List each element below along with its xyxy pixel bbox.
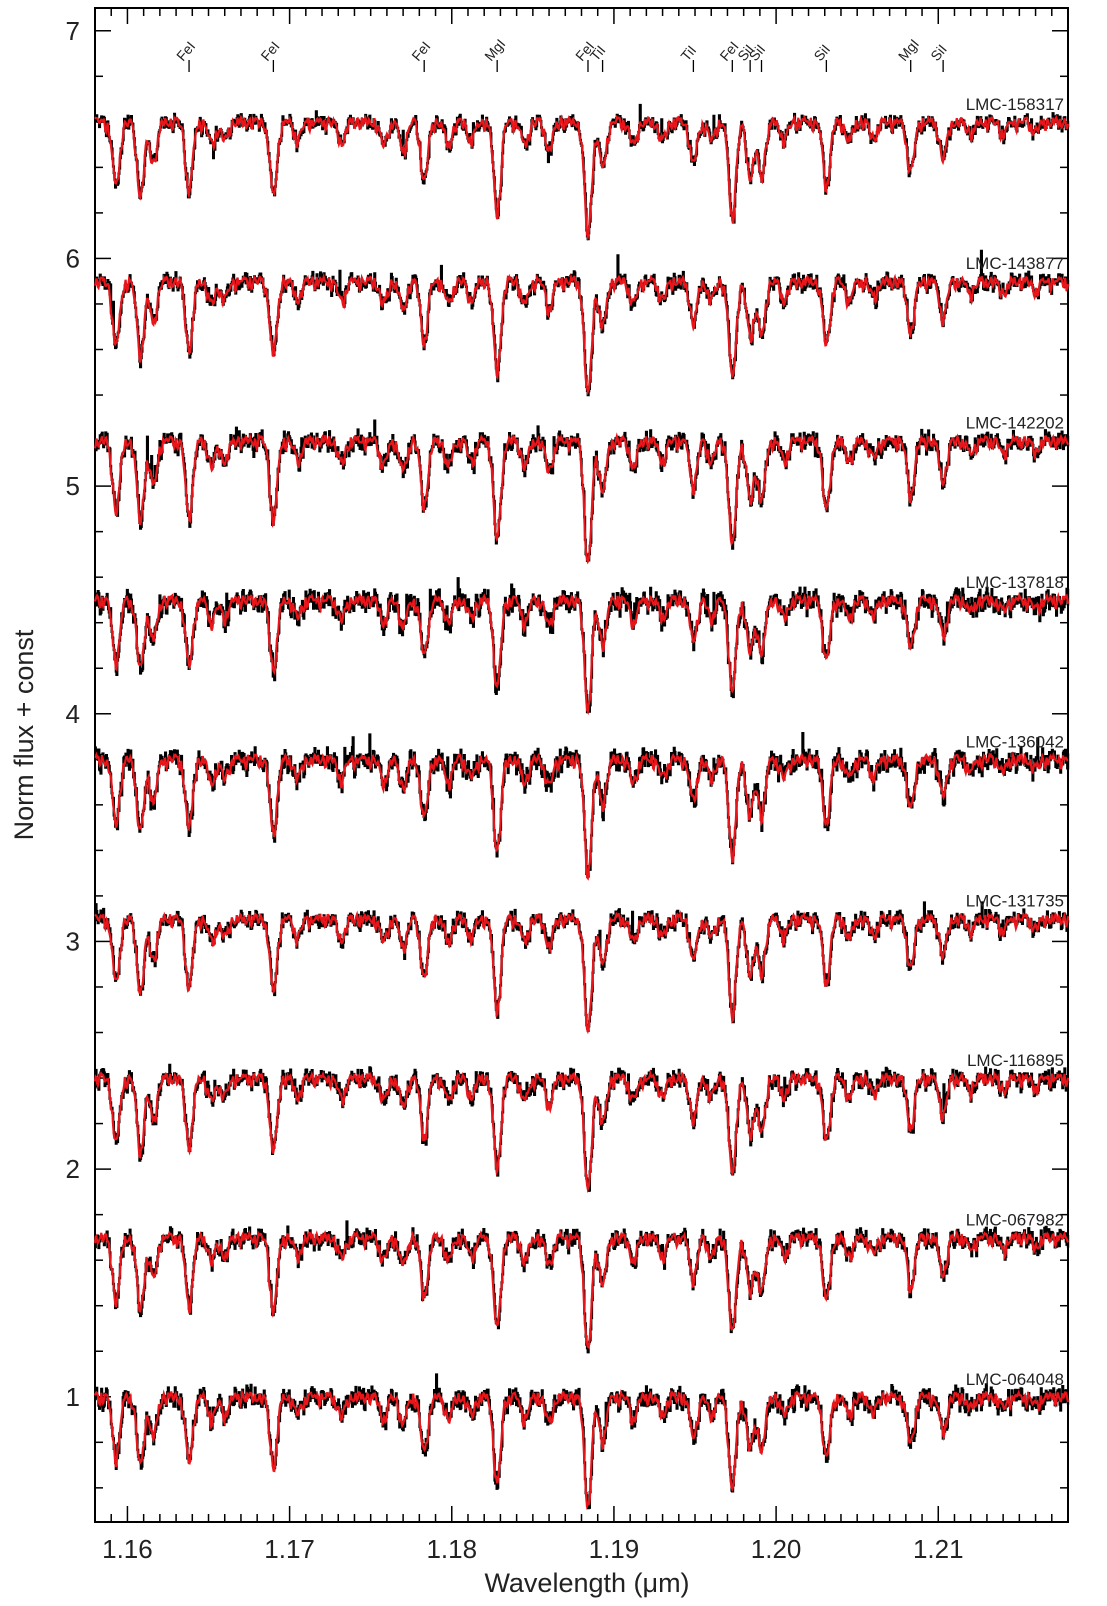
- spectrum-LMC-142202: LMC-142202: [93, 414, 1070, 565]
- series-label: LMC-131735: [966, 892, 1064, 911]
- observed-spectrum: [94, 732, 1070, 878]
- series-label: LMC-136042: [966, 732, 1064, 751]
- spectrum-LMC-067982: LMC-067982: [93, 1210, 1070, 1354]
- series-label: LMC-116895: [967, 1051, 1064, 1070]
- line-id-label: SiI: [810, 41, 833, 64]
- x-tick-label: 1.18: [426, 1534, 477, 1564]
- spectrum-LMC-064048: LMC-064048: [93, 1370, 1070, 1511]
- y-tick-label: 6: [66, 243, 80, 273]
- spectra-series: LMC-158317 LMC-143877 LMC-142202 LMC-137818…: [93, 95, 1070, 1511]
- series-label: LMC-137818: [966, 573, 1064, 592]
- model-spectrum: [93, 272, 1070, 396]
- y-tick-label: 3: [66, 926, 80, 956]
- model-spectrum: [94, 114, 1070, 242]
- model-spectrum: [94, 910, 1070, 1035]
- model-spectrum: [93, 591, 1070, 716]
- line-id-label: FeI: [257, 38, 282, 64]
- line-id-label: SiI: [927, 41, 950, 64]
- y-tick-label: 4: [66, 699, 80, 729]
- y-tick-label: 2: [66, 1154, 80, 1184]
- model-spectrum: [93, 432, 1070, 565]
- x-tick-label: 1.19: [589, 1534, 640, 1564]
- series-label: LMC-064048: [966, 1370, 1064, 1389]
- x-axis-label: Wavelength (μm): [484, 1568, 689, 1598]
- model-spectrum: [93, 1228, 1070, 1349]
- observed-spectrum: [94, 1063, 1070, 1192]
- observed-spectrum: [94, 577, 1070, 714]
- spectrum-LMC-158317: LMC-158317: [94, 95, 1070, 242]
- line-id-label: TiI: [677, 42, 699, 64]
- series-label: LMC-158317: [966, 95, 1064, 114]
- observed-spectrum: [94, 249, 1070, 397]
- x-tick-label: 1.17: [264, 1534, 315, 1564]
- spectrum-LMC-137818: LMC-137818: [93, 573, 1070, 716]
- y-axis-ticks: 1 2 3 4 5 6 7: [66, 16, 1068, 1489]
- model-spectrum: [93, 1069, 1070, 1194]
- y-tick-label: 5: [66, 471, 80, 501]
- line-id-label: MgI: [895, 36, 922, 64]
- x-tick-label: 1.20: [751, 1534, 802, 1564]
- line-id-label: FeI: [408, 38, 433, 64]
- series-label: LMC-143877: [966, 254, 1064, 273]
- spectrum-LMC-136042: LMC-136042: [94, 732, 1070, 881]
- y-axis-label: Norm flux + const: [9, 629, 39, 840]
- model-spectrum: [93, 1388, 1070, 1511]
- spectrum-LMC-131735: LMC-131735: [94, 892, 1070, 1035]
- series-label: LMC-067982: [966, 1210, 1064, 1229]
- model-spectrum: [94, 750, 1069, 881]
- y-tick-label: 1: [66, 1382, 80, 1412]
- x-tick-label: 1.16: [102, 1534, 153, 1564]
- x-tick-label: 1.21: [913, 1534, 964, 1564]
- spectrum-LMC-143877: LMC-143877: [93, 249, 1070, 397]
- y-tick-label: 7: [66, 16, 80, 46]
- line-id-label: FeI: [173, 38, 198, 64]
- series-label: LMC-142202: [966, 414, 1064, 433]
- line-id-label: MgI: [481, 36, 508, 64]
- x-axis-ticks: 1.16 1.17 1.18 1.19 1.20 1.21: [94, 8, 1069, 1564]
- spectrum-LMC-116895: LMC-116895: [93, 1051, 1070, 1194]
